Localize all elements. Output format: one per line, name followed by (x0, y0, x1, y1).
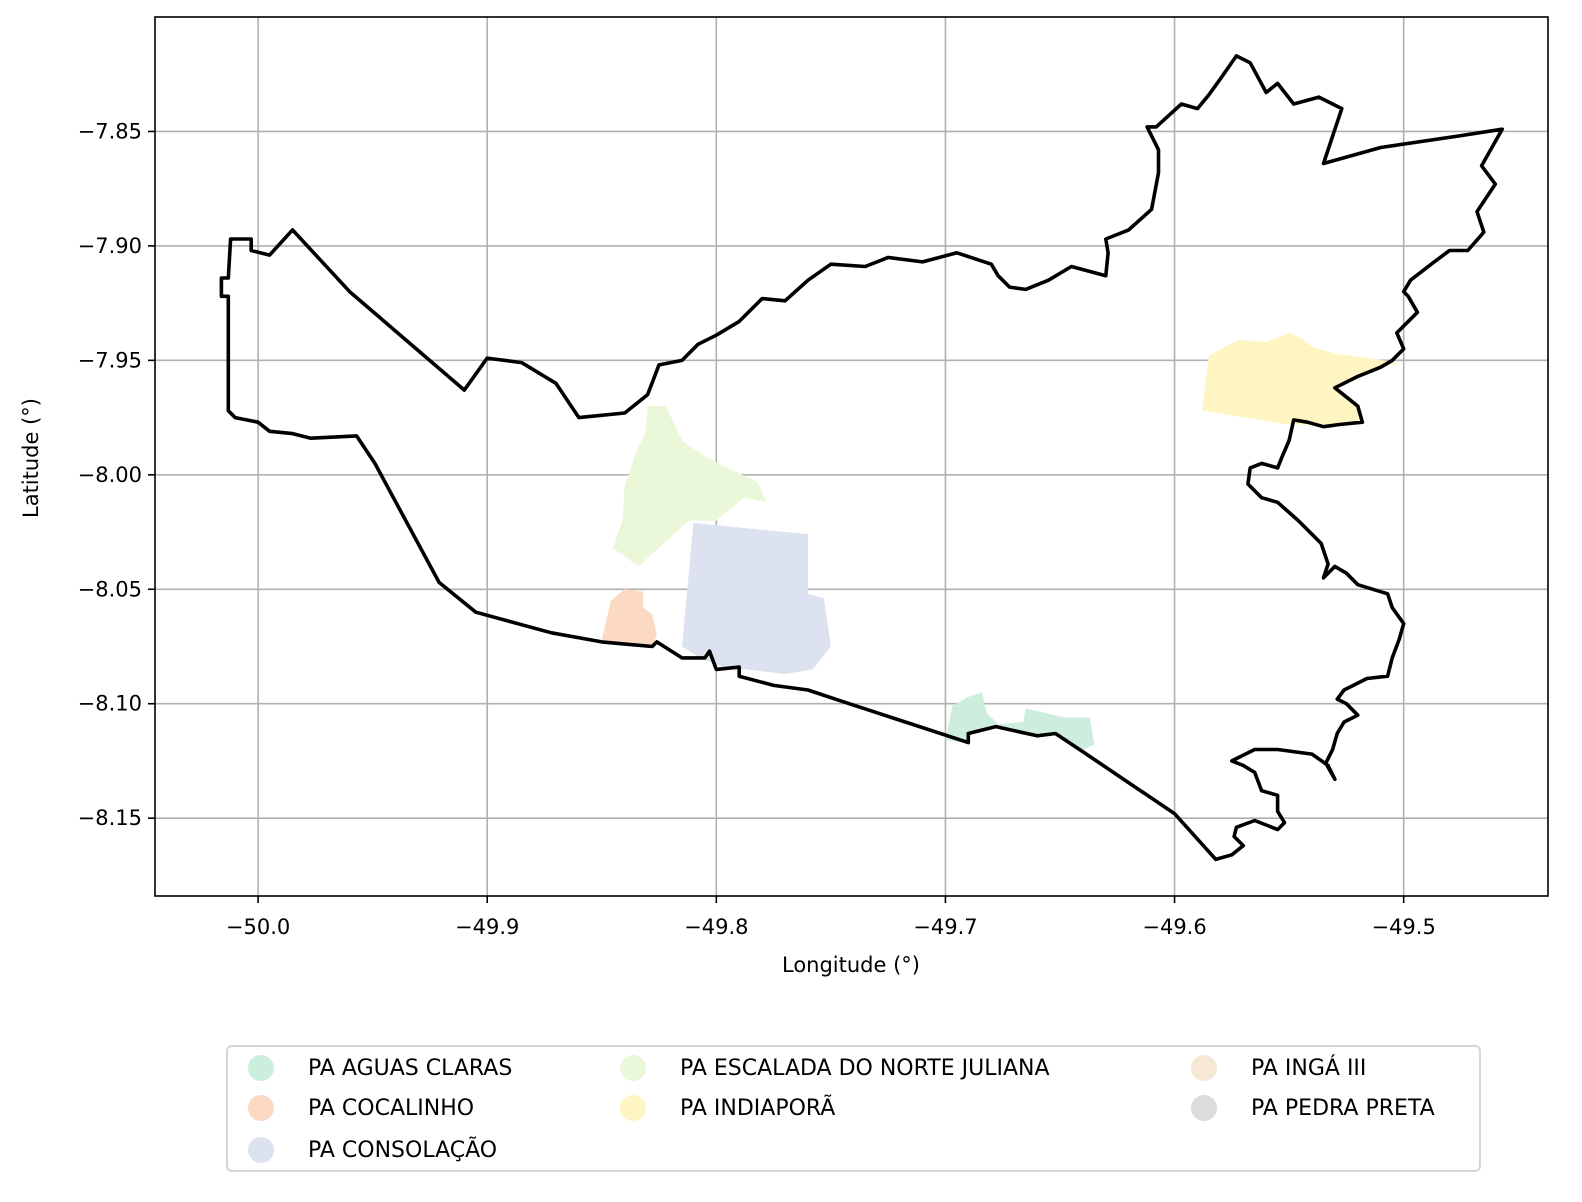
legend-swatch-indiapora (620, 1095, 646, 1121)
legend-swatch-inga-iii (1191, 1055, 1217, 1081)
x-axis-label: Longitude (°) (782, 953, 920, 977)
y-tick-label: −7.95 (78, 348, 142, 372)
y-tick-label: −7.85 (78, 119, 142, 143)
grid-lines (155, 17, 1548, 896)
legend-swatch-consolacao (248, 1137, 274, 1163)
x-tick-label: −49.6 (1142, 915, 1206, 939)
legend-item-inga-iii: PA INGÁ III (1191, 1053, 1366, 1083)
legend-label: PA PEDRA PRETA (1251, 1095, 1435, 1121)
legend-label: PA ESCALADA DO NORTE JULIANA (680, 1055, 1050, 1081)
y-tick-label: −8.00 (78, 463, 142, 487)
legend-swatch-cocalinho (248, 1095, 274, 1121)
area-pa-cocalinho (601, 589, 657, 647)
y-tick-label: −8.10 (78, 692, 142, 716)
y-axis-ticks: −7.85 −7.90 −7.95 −8.00 −8.05 −8.10 −8.15 (78, 119, 155, 830)
x-tick-label: −50.0 (226, 915, 290, 939)
area-pa-aguas-claras (945, 692, 1095, 750)
area-pa-consolacao (682, 522, 831, 674)
x-tick-label: −49.5 (1371, 915, 1435, 939)
y-tick-label: −8.05 (78, 577, 142, 601)
legend-label: PA CONSOLAÇÃO (308, 1137, 498, 1163)
legend-item-escalada-do-norte-juliana: PA ESCALADA DO NORTE JULIANA (620, 1053, 1050, 1083)
legend-swatch-pedra-preta (1191, 1095, 1217, 1121)
legend-item-indiapora: PA INDIAPORÃ (620, 1093, 835, 1123)
x-tick-label: −49.7 (913, 915, 977, 939)
y-tick-label: −8.15 (78, 806, 142, 830)
municipality-boundary (219, 54, 1504, 862)
x-tick-label: −49.9 (455, 915, 519, 939)
x-axis-ticks: −50.0 −49.9 −49.8 −49.7 −49.6 −49.5 (226, 896, 1436, 939)
legend-label: PA INGÁ III (1251, 1055, 1367, 1081)
legend-label: PA INDIAPORÃ (680, 1095, 836, 1121)
legend-swatch-aguas-claras (248, 1055, 274, 1081)
legend-item-consolacao: PA CONSOLAÇÃO (248, 1135, 497, 1165)
area-pa-escalada-do-norte-juliana (613, 406, 767, 567)
legend-swatch-escalada (620, 1055, 646, 1081)
legend-item-pedra-preta: PA PEDRA PRETA (1191, 1093, 1435, 1123)
legend-label: PA COCALINHO (308, 1095, 475, 1121)
x-tick-label: −49.8 (684, 915, 748, 939)
legend-item-cocalinho: PA COCALINHO (248, 1093, 474, 1123)
y-tick-label: −7.90 (78, 234, 142, 258)
legend: PA AGUAS CLARAS PA COCALINHO PA CONSOLAÇ… (226, 1045, 1481, 1172)
municipality-boundary-layer (219, 54, 1504, 862)
y-axis-label: Latitude (°) (19, 398, 43, 518)
legend-item-aguas-claras: PA AGUAS CLARAS (248, 1053, 512, 1083)
legend-label: PA AGUAS CLARAS (308, 1055, 513, 1081)
plot-frame (154, 16, 1549, 897)
